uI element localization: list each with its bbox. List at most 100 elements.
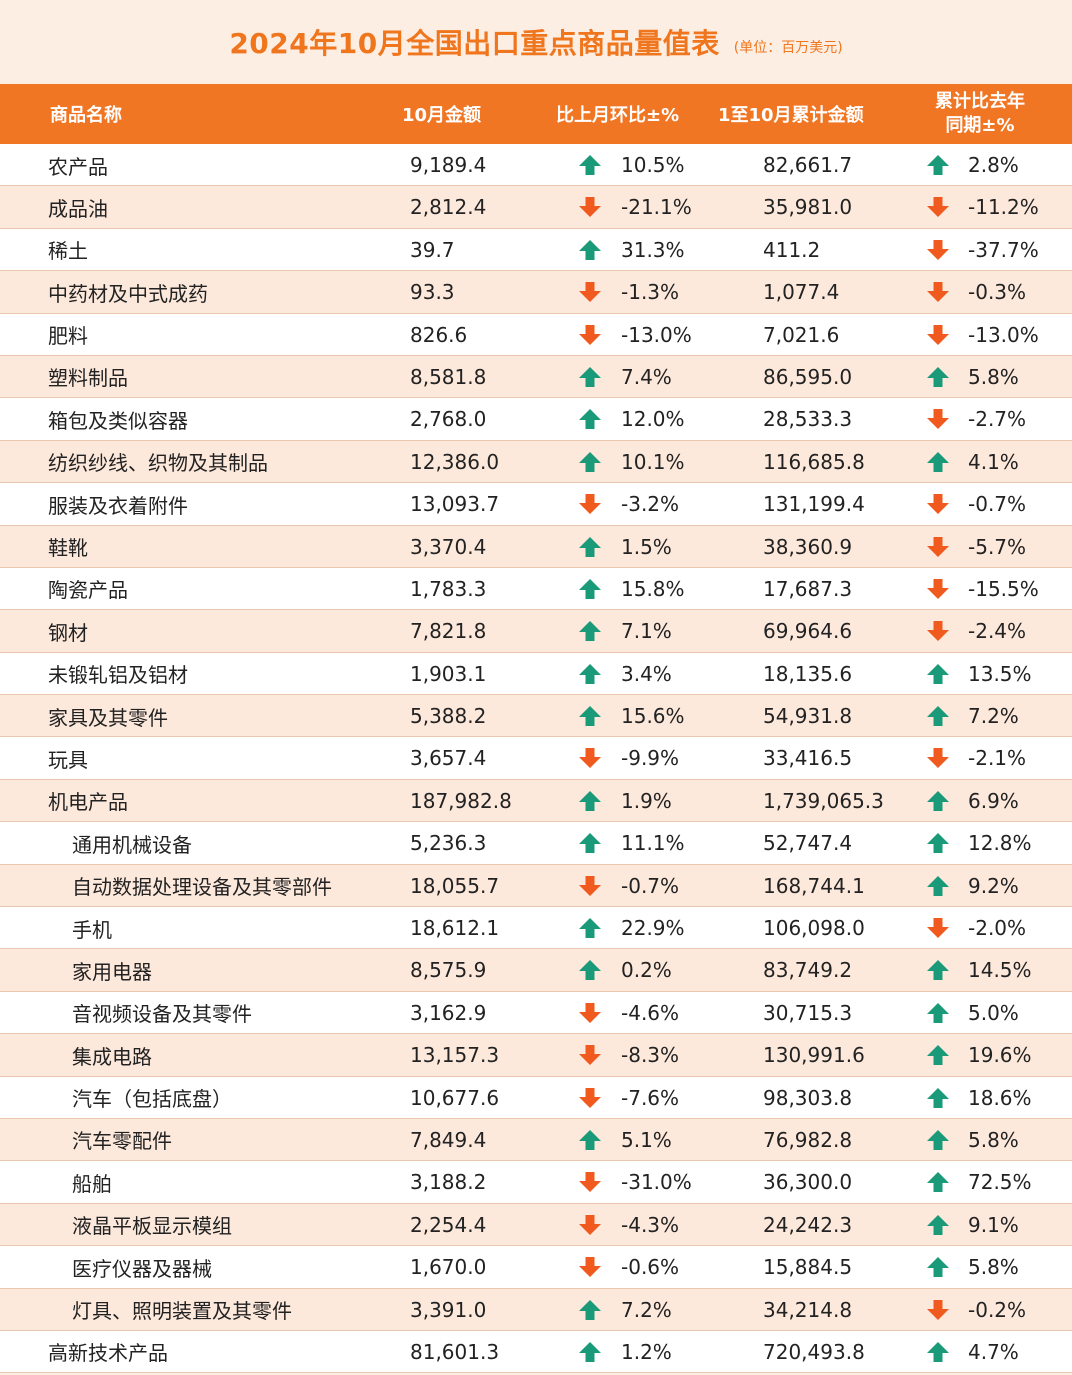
row-name: 手机 (72, 917, 112, 942)
row-cumulative-amount: 116,685.8 (763, 449, 865, 474)
row-name: 中药材及中式成药 (48, 281, 208, 306)
arrow-up-icon (926, 441, 950, 483)
arrow-up-icon (926, 865, 950, 907)
table-row: 成品油 2,812.4 -21.1% 35,981.0 -11.2% (0, 186, 1072, 229)
row-yoy-change: -0.3% (968, 280, 1027, 305)
table-row: 音视频设备及其零件 3,162.9 -4.6% 30,715.3 5.0% (0, 991, 1072, 1035)
table-row: 未锻轧铝及铝材 1,903.1 3.4% 18,135.6 13.5% (0, 652, 1072, 696)
row-cumulative-amount: 98,303.8 (763, 1085, 853, 1110)
table-row: 塑料制品 8,581.8 7.4% 86,595.0 5.8% (0, 355, 1072, 399)
row-yoy-change: 5.8% (968, 364, 1019, 389)
row-oct-amount: 3,188.2 (410, 1170, 487, 1195)
table-row: 集成电路 13,157.3 -8.3% 130,991.6 19.6% (0, 1034, 1072, 1077)
arrow-up-icon (578, 822, 602, 864)
arrow-up-icon (926, 356, 950, 398)
arrow-down-icon (926, 271, 950, 313)
row-oct-amount: 1,903.1 (410, 661, 487, 686)
arrow-up-icon (926, 1119, 950, 1161)
table-row: 家用电器 8,575.9 0.2% 83,749.2 14.5% (0, 949, 1072, 992)
table-row: 灯具、照明装置及其零件 3,391.0 7.2% 34,214.8 -0.2% (0, 1288, 1072, 1331)
arrow-up-icon (926, 780, 950, 822)
row-cumulative-amount: 38,360.9 (763, 534, 853, 559)
arrow-down-icon (578, 865, 602, 907)
arrow-down-icon (926, 1289, 950, 1331)
row-name: 农产品 (48, 154, 108, 179)
row-mom-change: -8.3% (621, 1043, 680, 1068)
row-oct-amount: 9,189.4 (410, 153, 487, 177)
arrow-up-icon (926, 1077, 950, 1119)
row-cumulative-amount: 131,199.4 (763, 492, 865, 517)
arrow-up-icon (926, 144, 950, 186)
row-oct-amount: 1,670.0 (410, 1255, 487, 1280)
row-oct-amount: 3,657.4 (410, 746, 487, 771)
arrow-down-icon (578, 992, 602, 1034)
table-row: 中药材及中式成药 93.3 -1.3% 1,077.4 -0.3% (0, 271, 1072, 314)
arrow-up-icon (926, 1246, 950, 1288)
row-cumulative-amount: 54,931.8 (763, 704, 853, 729)
table-row: 汽车（包括底盘） 10,677.6 -7.6% 98,303.8 18.6% (0, 1076, 1072, 1119)
row-mom-change: 7.2% (621, 1297, 672, 1322)
row-mom-change: 0.2% (621, 958, 672, 983)
row-oct-amount: 187,982.8 (410, 788, 512, 813)
row-oct-amount: 81,601.3 (410, 1339, 500, 1364)
row-yoy-change: 2.8% (968, 153, 1019, 177)
row-name: 集成电路 (72, 1044, 152, 1069)
header-oct-amount: 10月金额 (402, 105, 482, 126)
row-oct-amount: 2,768.0 (410, 407, 487, 432)
row-mom-change: 10.5% (621, 153, 685, 177)
row-oct-amount: 12,386.0 (410, 449, 500, 474)
header-cumulative-amount: 1至10月累计金额 (718, 105, 864, 126)
arrow-up-icon (578, 1289, 602, 1331)
row-cumulative-amount: 168,744.1 (763, 873, 865, 898)
arrow-up-icon (578, 144, 602, 186)
row-mom-change: -0.7% (621, 873, 680, 898)
row-yoy-change: 5.0% (968, 1000, 1019, 1025)
header-yoy-line2: 同期±% (945, 115, 1015, 136)
row-mom-change: 1.9% (621, 788, 672, 813)
arrow-up-icon (926, 949, 950, 991)
row-mom-change: -4.3% (621, 1212, 680, 1237)
row-mom-change: -4.6% (621, 1000, 680, 1025)
arrow-up-icon (578, 653, 602, 695)
row-yoy-change: 19.6% (968, 1043, 1032, 1068)
row-mom-change: -3.2% (621, 492, 680, 517)
row-oct-amount: 18,612.1 (410, 916, 500, 941)
row-mom-change: 31.3% (621, 237, 685, 262)
row-name: 船舶 (72, 1171, 112, 1196)
row-mom-change: -0.6% (621, 1255, 680, 1280)
arrow-down-icon (926, 229, 950, 271)
table-row: 家具及其零件 5,388.2 15.6% 54,931.8 7.2% (0, 695, 1072, 738)
arrow-down-icon (578, 483, 602, 525)
row-cumulative-amount: 28,533.3 (763, 407, 853, 432)
arrow-up-icon (578, 780, 602, 822)
row-cumulative-amount: 82,661.7 (763, 153, 853, 177)
table-row: 医疗仪器及器械 1,670.0 -0.6% 15,884.5 5.8% (0, 1246, 1072, 1289)
row-yoy-change: 4.7% (968, 1339, 1019, 1364)
row-cumulative-amount: 18,135.6 (763, 661, 853, 686)
row-cumulative-amount: 15,884.5 (763, 1255, 853, 1280)
arrow-up-icon (578, 1331, 602, 1373)
row-yoy-change: 7.2% (968, 704, 1019, 729)
row-name: 鞋靴 (48, 536, 88, 561)
row-mom-change: 10.1% (621, 449, 685, 474)
arrow-up-icon (578, 568, 602, 610)
table-row: 汽车零配件 7,849.4 5.1% 76,982.8 5.8% (0, 1118, 1072, 1162)
table-row: 稀土 39.7 31.3% 411.2 -37.7% (0, 228, 1072, 272)
arrow-down-icon (578, 737, 602, 779)
table-row: 服装及衣着附件 13,093.7 -3.2% 131,199.4 -0.7% (0, 483, 1072, 526)
row-cumulative-amount: 36,300.0 (763, 1170, 853, 1195)
row-name: 服装及衣着附件 (48, 493, 188, 518)
row-yoy-change: 13.5% (968, 661, 1032, 686)
row-yoy-change: 12.8% (968, 831, 1032, 856)
table-row: 玩具 3,657.4 -9.9% 33,416.5 -2.1% (0, 737, 1072, 780)
row-cumulative-amount: 86,595.0 (763, 364, 853, 389)
arrow-down-icon (926, 186, 950, 228)
arrow-down-icon (578, 1161, 602, 1203)
header-yoy-line1: 累计比去年 (935, 91, 1025, 112)
row-name: 箱包及类似容器 (48, 408, 188, 433)
row-yoy-change: -2.7% (968, 407, 1027, 432)
arrow-up-icon (926, 1331, 950, 1373)
row-mom-change: -1.3% (621, 280, 680, 305)
row-cumulative-amount: 17,687.3 (763, 576, 853, 601)
arrow-up-icon (578, 398, 602, 440)
